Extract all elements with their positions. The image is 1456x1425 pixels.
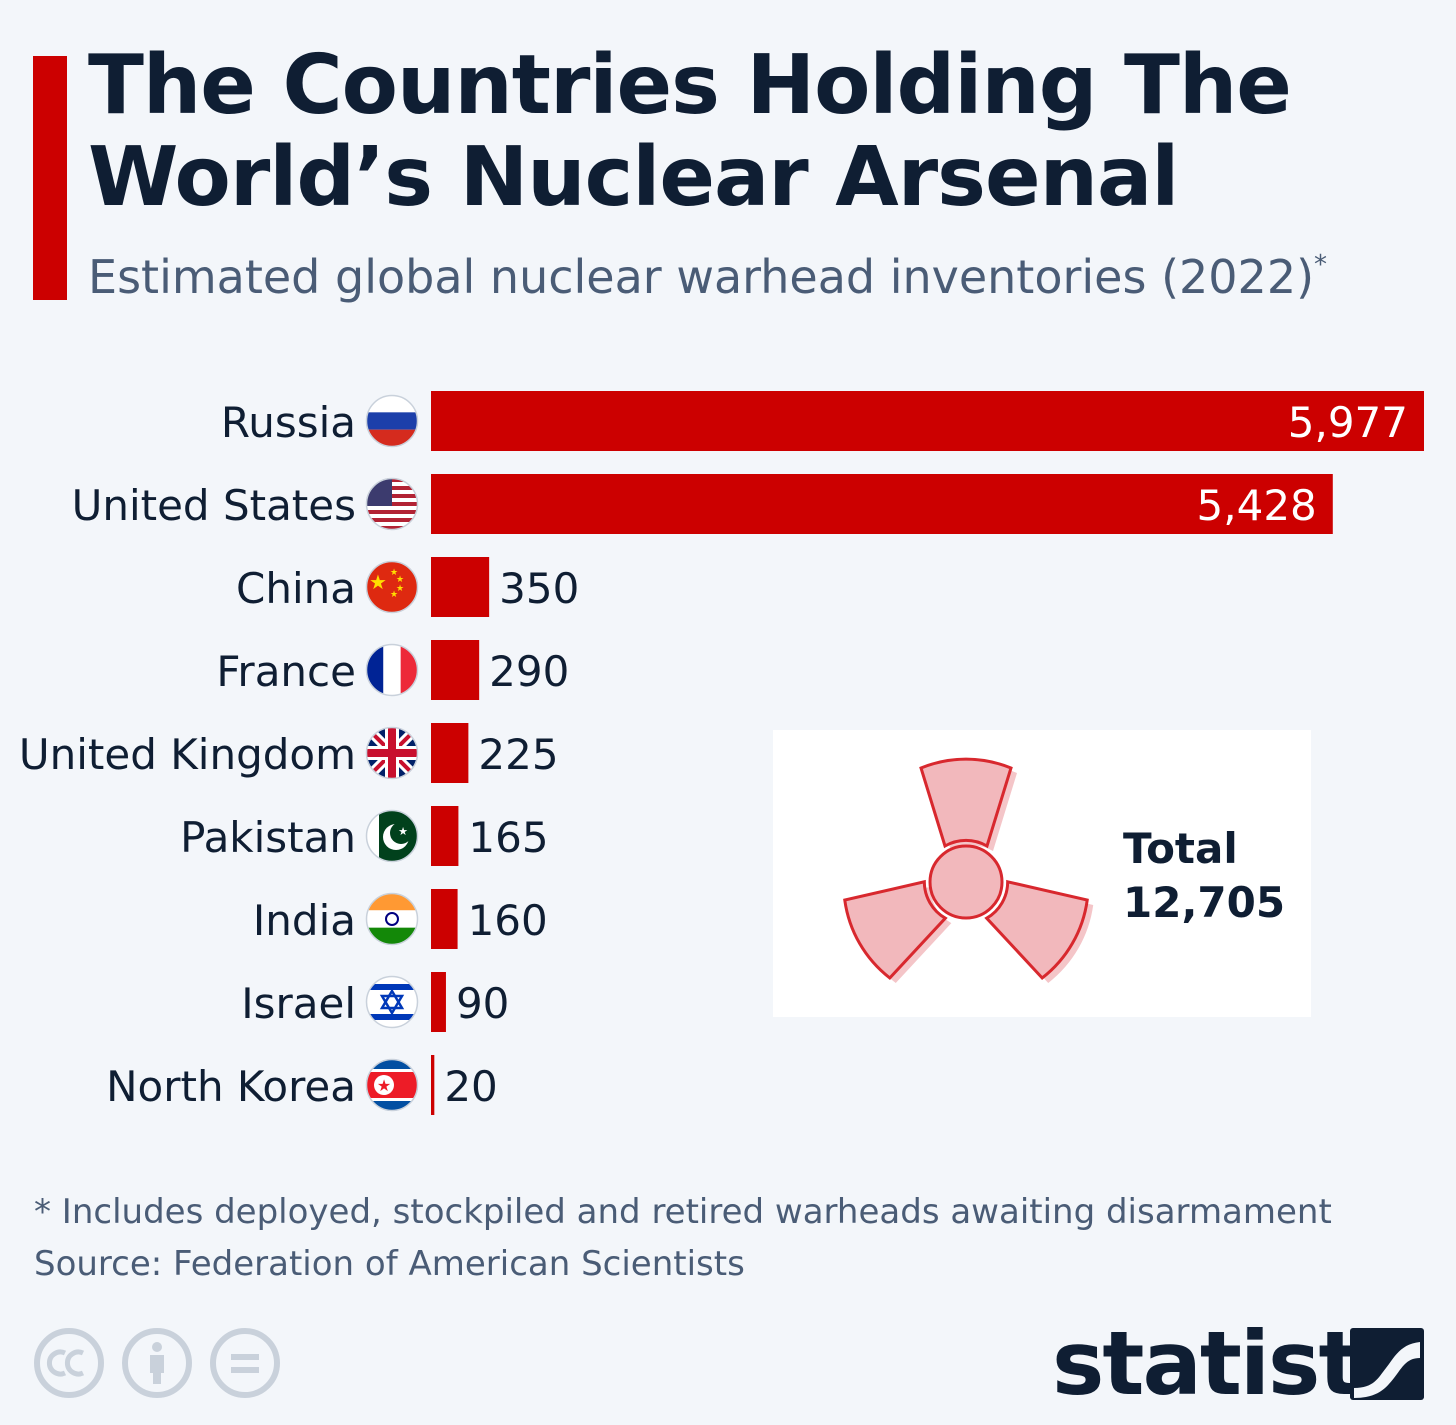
svg-text:★: ★ bbox=[390, 568, 398, 578]
subtitle-marker: * bbox=[1314, 249, 1328, 280]
bar-row: Russia 5,977 bbox=[221, 391, 1424, 451]
uk-flag-icon bbox=[365, 726, 419, 780]
statista-logo-icon[interactable] bbox=[1350, 1328, 1424, 1400]
bar bbox=[431, 806, 459, 866]
china-flag-icon: ★ ★★★★ bbox=[365, 560, 419, 614]
radiation-icon bbox=[843, 757, 1094, 983]
bar bbox=[431, 723, 469, 783]
bar-row: France 290 bbox=[216, 640, 569, 700]
no-derivatives-icon[interactable] bbox=[210, 1328, 280, 1398]
category-label: United States bbox=[72, 481, 356, 530]
accent-bar bbox=[33, 56, 67, 300]
value-label: 225 bbox=[478, 730, 558, 779]
north-korea-flag-icon: ★ bbox=[365, 1058, 419, 1112]
category-label: United Kingdom bbox=[19, 730, 356, 779]
value-label: 5,977 bbox=[1288, 398, 1408, 447]
svg-text:★: ★ bbox=[377, 1076, 391, 1095]
total-box bbox=[773, 730, 1311, 1017]
value-label: 90 bbox=[456, 979, 509, 1028]
usa-flag-icon bbox=[365, 477, 419, 531]
bar bbox=[431, 474, 1333, 534]
category-label: North Korea bbox=[106, 1062, 356, 1111]
category-label: France bbox=[216, 647, 356, 696]
bar-row: Pakistan ★ 165 bbox=[180, 806, 549, 866]
total-label: Total bbox=[1123, 824, 1238, 873]
category-label: India bbox=[253, 896, 356, 945]
bar bbox=[431, 972, 446, 1032]
value-label: 20 bbox=[444, 1062, 497, 1111]
attribution-icon[interactable] bbox=[122, 1328, 192, 1398]
value-label: 160 bbox=[468, 896, 548, 945]
israel-flag-icon bbox=[365, 975, 419, 1029]
subtitle-text: Estimated global nuclear warhead invento… bbox=[88, 250, 1315, 304]
bar-row: North Korea ★ 20 bbox=[106, 1055, 498, 1115]
value-label: 350 bbox=[499, 564, 579, 613]
svg-text:★: ★ bbox=[396, 584, 404, 594]
svg-text:★: ★ bbox=[396, 575, 404, 585]
category-label: Russia bbox=[221, 398, 356, 447]
france-flag-icon bbox=[365, 643, 419, 697]
category-label: Israel bbox=[241, 979, 356, 1028]
bar-row: United States 5,428 bbox=[72, 474, 1333, 534]
india-flag-icon bbox=[365, 892, 419, 946]
category-label: China bbox=[236, 564, 356, 613]
bar bbox=[431, 1055, 435, 1115]
svg-text:★: ★ bbox=[398, 825, 408, 838]
cc-icon[interactable] bbox=[34, 1328, 104, 1398]
bar-row: India 160 bbox=[253, 889, 548, 949]
svg-text:★: ★ bbox=[390, 590, 398, 600]
license-icons bbox=[34, 1328, 280, 1398]
bar-row: United Kingdom 225 bbox=[19, 723, 559, 783]
bar-row: China ★ ★★★★ 350 bbox=[236, 557, 579, 617]
bar-row: Israel 90 bbox=[241, 972, 509, 1032]
bar bbox=[431, 889, 458, 949]
pakistan-flag-icon: ★ bbox=[365, 809, 419, 863]
footnote-source: Source: Federation of American Scientist… bbox=[34, 1244, 745, 1284]
value-label: 290 bbox=[489, 647, 569, 696]
bar bbox=[431, 557, 490, 617]
bar bbox=[431, 391, 1424, 451]
footnote-note: * Includes deployed, stockpiled and reti… bbox=[34, 1192, 1332, 1232]
bar bbox=[431, 640, 480, 700]
total-value: 12,705 bbox=[1123, 878, 1286, 927]
category-label: Pakistan bbox=[180, 813, 356, 862]
russia-flag-icon bbox=[365, 394, 419, 448]
value-label: 165 bbox=[468, 813, 548, 862]
chart-title: The Countries Holding The World’s Nuclea… bbox=[88, 38, 1292, 225]
footnote: * Includes deployed, stockpiled and reti… bbox=[34, 1186, 1332, 1290]
chart-subtitle: Estimated global nuclear warhead invento… bbox=[88, 250, 1327, 304]
svg-text:★: ★ bbox=[369, 570, 387, 594]
total-text: Total 12,705 bbox=[1123, 822, 1285, 930]
value-label: 5,428 bbox=[1197, 481, 1317, 530]
